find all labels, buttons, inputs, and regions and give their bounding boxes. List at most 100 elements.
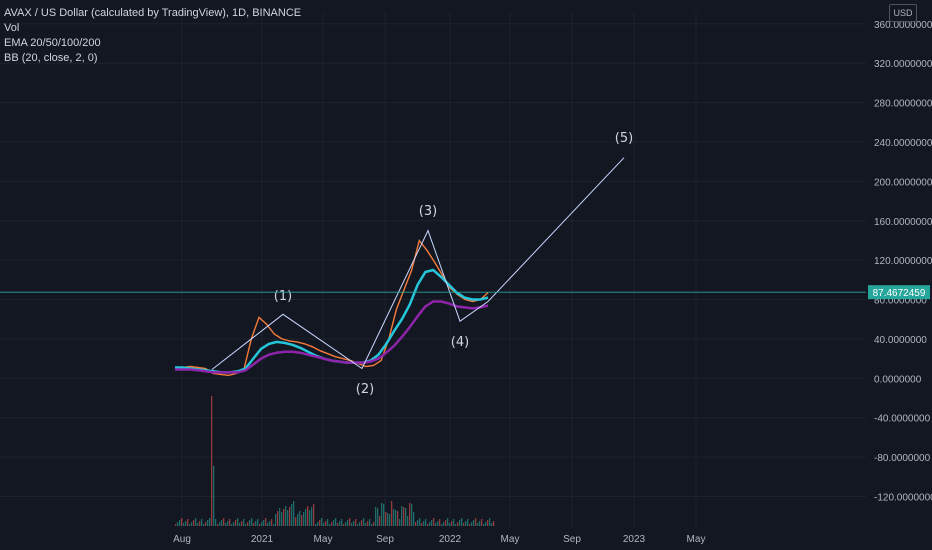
volume-bar — [295, 517, 297, 526]
y-tick-label: 240.0000000 — [874, 138, 932, 149]
volume-bar — [383, 504, 385, 526]
time-axis[interactable]: Aug 2021 May Sep 2022 May Sep 2023 May — [173, 534, 705, 545]
symbol-title[interactable]: AVAX / US Dollar (calculated by TradingV… — [4, 7, 302, 19]
volume-bar — [481, 519, 483, 526]
volume-bar — [343, 524, 345, 526]
volume-bar — [247, 522, 249, 526]
volume-bar — [483, 524, 485, 526]
volume-bar — [229, 519, 231, 526]
x-tick-label: 2022 — [439, 534, 462, 545]
volume-bar — [363, 518, 365, 526]
volume-bar — [427, 524, 429, 526]
volume-bar — [331, 522, 333, 526]
last-price-tag — [868, 285, 930, 300]
volume-bar — [387, 513, 389, 526]
volume-bar — [467, 519, 469, 526]
volume-bar — [237, 518, 239, 526]
volume-bar — [185, 521, 187, 526]
volume-bar — [413, 512, 415, 526]
volume-bar — [241, 521, 243, 526]
volume-bar — [327, 519, 329, 526]
volume-bar — [213, 466, 215, 526]
volume-bar — [417, 520, 419, 526]
volume-bar — [287, 510, 289, 526]
y-tick-label: 0.0000000 — [874, 374, 922, 385]
volume-bar — [233, 522, 235, 526]
volume-bar — [283, 509, 285, 526]
volume-bar — [271, 519, 273, 526]
volume-bar — [377, 508, 379, 526]
volume-bar — [465, 521, 467, 526]
volume-bar — [199, 521, 201, 526]
volume-bar — [245, 524, 247, 526]
volume-bar — [349, 518, 351, 526]
volume-bar — [291, 504, 293, 526]
volume-bar — [197, 523, 199, 526]
volume-indicator-label[interactable]: Vol — [4, 22, 20, 34]
bb-indicator-label[interactable]: BB (20, close, 2, 0) — [4, 52, 98, 64]
volume-bar — [403, 507, 405, 526]
ema-indicator-label[interactable]: EMA 20/50/100/200 — [4, 37, 101, 49]
volume-bar — [323, 523, 325, 526]
y-tick-label: -80.0000000 — [874, 453, 931, 464]
x-tick-label: May — [687, 534, 706, 545]
volume-bar — [469, 524, 471, 526]
last-price-label: 87.4672459 — [873, 288, 926, 299]
volume-bar — [181, 518, 183, 526]
volume-bar — [319, 520, 321, 526]
volume-bar — [347, 520, 349, 526]
volume-bars — [175, 396, 495, 526]
volume-bar — [371, 524, 373, 526]
volume-bar — [341, 519, 343, 526]
y-tick-label: 360.0000000 — [874, 20, 932, 31]
wave-label: (1) — [274, 289, 292, 304]
volume-bar — [339, 521, 341, 526]
wave-path — [211, 157, 625, 370]
volume-bar — [223, 518, 225, 526]
volume-bar — [303, 512, 305, 526]
volume-bar — [307, 506, 309, 526]
volume-bar — [203, 524, 205, 526]
volume-bar — [221, 520, 223, 526]
volume-bar — [425, 519, 427, 526]
chart-legend: AVAX / US Dollar (calculated by TradingV… — [4, 6, 301, 66]
x-tick-label: 2021 — [251, 534, 274, 545]
volume-bar — [479, 521, 481, 526]
x-tick-label: Sep — [376, 534, 394, 545]
volume-bar — [375, 507, 377, 526]
volume-bar — [391, 501, 393, 526]
volume-bar — [191, 522, 193, 526]
currency-button[interactable]: USD — [889, 4, 917, 22]
price-axis[interactable]: 360.0000000 320.0000000 280.0000000 240.000… — [874, 20, 932, 504]
volume-bar — [489, 518, 491, 526]
volume-bar — [275, 514, 277, 526]
volume-bar — [381, 503, 383, 526]
volume-bar — [201, 519, 203, 526]
volume-bar — [273, 524, 275, 526]
volume-bar — [215, 519, 217, 526]
volume-bar — [251, 518, 253, 526]
volume-bar — [393, 509, 395, 526]
volume-bar — [433, 518, 435, 526]
ema-line — [175, 300, 489, 374]
volume-bar — [471, 522, 473, 526]
volume-bar — [475, 518, 477, 526]
volume-bar — [457, 522, 459, 526]
volume-bar — [441, 524, 443, 526]
volume-bar — [239, 523, 241, 526]
y-tick-label: 280.0000000 — [874, 99, 932, 110]
volume-bar — [255, 521, 257, 526]
volume-bar — [337, 523, 339, 526]
volume-bar — [405, 508, 407, 526]
volume-bar — [485, 522, 487, 526]
volume-bar — [453, 519, 455, 526]
volume-bar — [429, 522, 431, 526]
volume-bar — [311, 507, 313, 526]
volume-bar — [365, 523, 367, 526]
volume-bar — [397, 511, 399, 526]
volume-bar — [177, 522, 179, 526]
volume-bar — [415, 522, 417, 526]
volume-bar — [451, 521, 453, 526]
